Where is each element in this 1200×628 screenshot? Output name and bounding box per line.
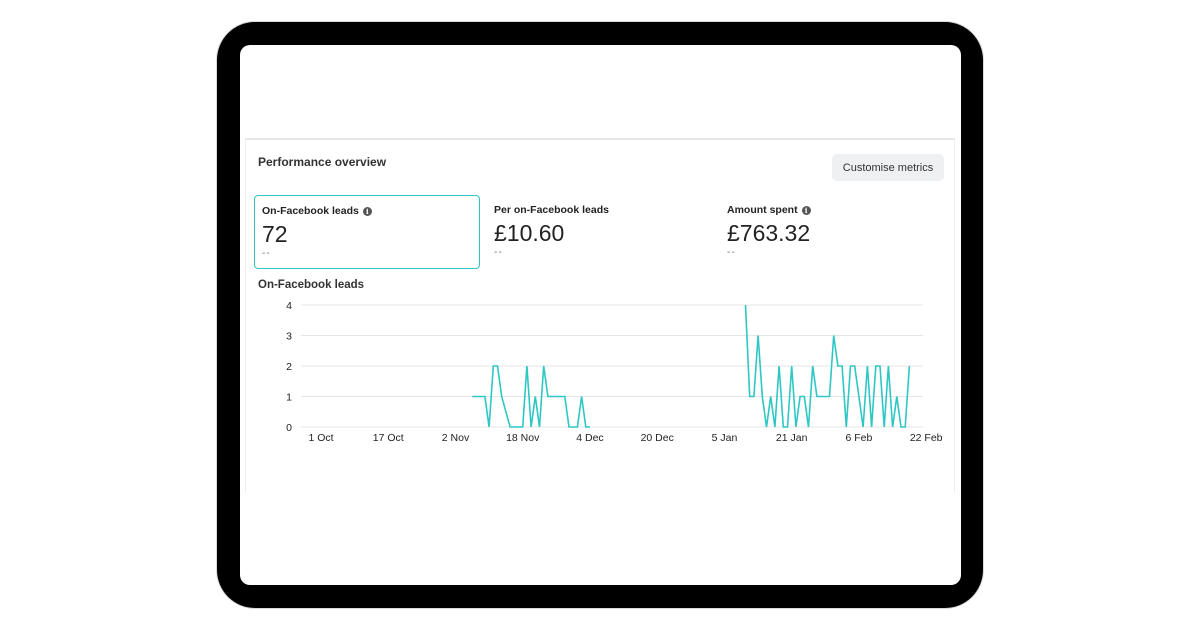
x-tick-label: 1 Oct	[308, 432, 333, 444]
x-tick-label: 6 Feb	[846, 432, 873, 444]
metric-card-on-facebook-leads[interactable]: On-Facebook leads i 72 --	[254, 195, 480, 269]
metric-label-text: On-Facebook leads	[262, 205, 359, 217]
panel-title: Performance overview	[258, 155, 387, 169]
x-tick-label: 2 Nov	[442, 432, 470, 444]
metric-label: Amount spent i	[727, 203, 946, 217]
customise-metrics-button[interactable]: Customise metrics	[832, 154, 944, 181]
tablet-screen: Performance overview Customise metrics O…	[240, 45, 961, 585]
metric-label: Per on-Facebook leads	[494, 203, 713, 217]
x-tick-label: 18 Nov	[506, 432, 540, 444]
x-tick-label: 4 Dec	[576, 432, 603, 444]
y-tick-label: 4	[286, 300, 292, 312]
metric-value: 72	[262, 221, 288, 247]
y-tick-label: 3	[286, 331, 292, 343]
x-tick-label: 5 Jan	[712, 432, 738, 444]
y-tick-label: 2	[286, 361, 292, 373]
y-tick-label: 0	[286, 422, 292, 434]
metric-card-amount-spent[interactable]: Amount spent i £763.32 --	[720, 195, 946, 269]
info-icon[interactable]: i	[801, 205, 811, 215]
metric-card-per-on-facebook-leads[interactable]: Per on-Facebook leads £10.60 --	[487, 195, 713, 269]
x-tick-label: 20 Dec	[641, 432, 674, 444]
metric-delta: --	[262, 248, 271, 259]
metric-delta: --	[727, 247, 736, 258]
metric-label-text: Per on-Facebook leads	[494, 204, 609, 216]
performance-overview-panel: Performance overview Customise metrics O…	[245, 138, 955, 493]
metric-value: £763.32	[727, 220, 811, 246]
info-icon[interactable]: i	[362, 206, 372, 216]
x-tick-label: 21 Jan	[776, 432, 808, 444]
chart-title: On-Facebook leads	[258, 279, 365, 291]
leads-line-chart: 0 1 2 3 4 1 Oct 17 Oct 2 Nov 18 Nov 4 Dec 20 Dec 5 …	[286, 300, 943, 444]
x-tick-label: 22 Feb	[910, 432, 943, 444]
series-line	[472, 304, 911, 428]
x-tick-label: 17 Oct	[373, 432, 404, 444]
y-tick-label: 1	[286, 392, 292, 404]
metric-label-text: Amount spent	[727, 204, 798, 216]
metric-label: On-Facebook leads i	[262, 204, 479, 218]
metric-value: £10.60	[494, 220, 565, 246]
metric-delta: --	[494, 247, 503, 258]
